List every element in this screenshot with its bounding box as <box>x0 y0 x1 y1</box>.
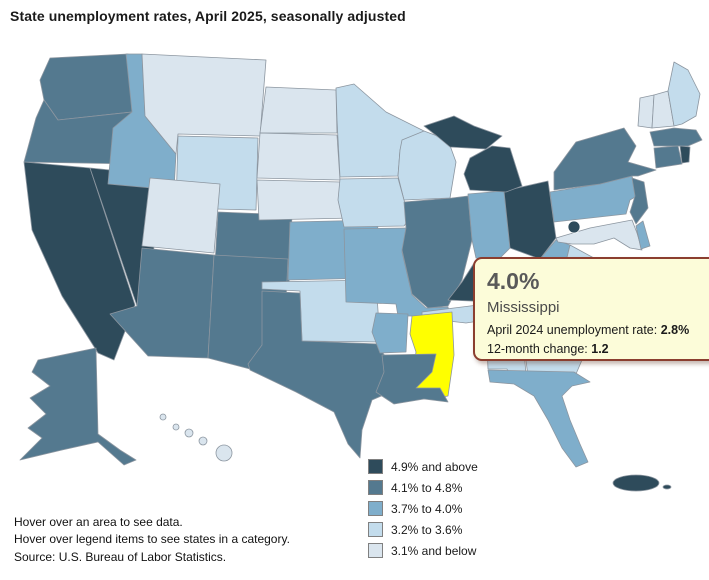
state-ny[interactable] <box>553 127 657 191</box>
tooltip-prev-rate-label: April 2024 unemployment rate: <box>487 323 658 338</box>
state-il[interactable] <box>401 195 473 309</box>
legend: 4.9% and above 4.1% to 4.8% 3.7% to 4.0% 3.… <box>368 456 478 561</box>
legend-item-cat2[interactable]: 4.1% to 4.8% <box>368 477 478 498</box>
state-hi[interactable] <box>215 444 233 462</box>
state-md[interactable] <box>555 219 643 251</box>
tooltip-change-value: 1.2 <box>591 341 609 356</box>
state-de[interactable] <box>635 220 651 250</box>
note-hover-legend: Hover over legend items to see states in… <box>14 532 290 547</box>
state-hi[interactable] <box>184 428 194 438</box>
state-mi[interactable] <box>423 115 503 150</box>
legend-item-cat3[interactable]: 3.7% to 4.0% <box>368 498 478 519</box>
state-hi[interactable] <box>198 436 208 446</box>
state-pr[interactable] <box>612 474 660 492</box>
legend-label: 3.2% to 3.6% <box>391 522 463 537</box>
state-hi[interactable] <box>159 413 167 421</box>
state-vt[interactable] <box>637 94 655 129</box>
state-ct[interactable] <box>653 145 683 169</box>
state-pr[interactable] <box>662 484 672 490</box>
note-hover-area: Hover over an area to see data. <box>14 515 183 529</box>
state-in[interactable] <box>467 190 511 263</box>
legend-item-cat1[interactable]: 4.9% and above <box>368 456 478 477</box>
state-me[interactable] <box>667 61 701 127</box>
state-ut[interactable] <box>141 177 221 254</box>
legend-swatch-cat4 <box>368 522 383 537</box>
chart-title: State unemployment rates, April 2025, se… <box>10 8 406 24</box>
tooltip-state-name: Mississippi <box>487 299 560 317</box>
state-mt[interactable] <box>141 53 267 155</box>
state-wa[interactable] <box>39 53 133 121</box>
footnotes: Hover over an area to see data. Hover ov… <box>14 514 290 566</box>
tooltip-prev-rate-line: April 2024 unemployment rate: 2.8% <box>487 321 705 339</box>
state-ri[interactable] <box>679 145 691 164</box>
state-nd[interactable] <box>259 86 338 134</box>
state-ak[interactable] <box>19 347 137 466</box>
state-hi[interactable] <box>172 423 180 431</box>
legend-label: 3.7% to 4.0% <box>391 501 463 516</box>
state-mi[interactable] <box>463 145 523 193</box>
tooltip-rate-value: 4.0% <box>487 268 540 294</box>
tooltip-change-label: 12-month change: <box>487 341 588 356</box>
tooltip-prev-rate-value: 2.8% <box>660 323 690 338</box>
state-la[interactable] <box>375 353 449 405</box>
state-dc[interactable] <box>567 220 581 234</box>
note-source: Source: U.S. Bureau of Labor Statistics. <box>14 549 227 564</box>
state-oh[interactable] <box>503 180 557 260</box>
state-ar[interactable] <box>371 312 409 354</box>
state-ia[interactable] <box>337 177 411 228</box>
legend-label: 4.1% to 4.8% <box>391 480 463 495</box>
state-fl[interactable] <box>487 369 591 468</box>
legend-label: 3.1% and below <box>391 543 477 558</box>
legend-swatch-cat3 <box>368 501 383 516</box>
legend-label: 4.9% and above <box>391 459 478 474</box>
legend-item-cat5[interactable]: 3.1% and below <box>368 540 478 561</box>
state-ma[interactable] <box>649 127 703 147</box>
hover-tooltip: 4.0% Mississippi April 2024 unemployment… <box>473 257 709 361</box>
legend-swatch-cat2 <box>368 480 383 495</box>
state-nj[interactable] <box>629 177 649 225</box>
legend-swatch-cat5 <box>368 543 383 558</box>
legend-item-cat4[interactable]: 3.2% to 3.6% <box>368 519 478 540</box>
legend-swatch-cat1 <box>368 459 383 474</box>
state-tx[interactable] <box>247 290 401 459</box>
state-sd[interactable] <box>256 132 341 181</box>
tooltip-change-line: 12-month change: 1.2 <box>487 340 705 358</box>
